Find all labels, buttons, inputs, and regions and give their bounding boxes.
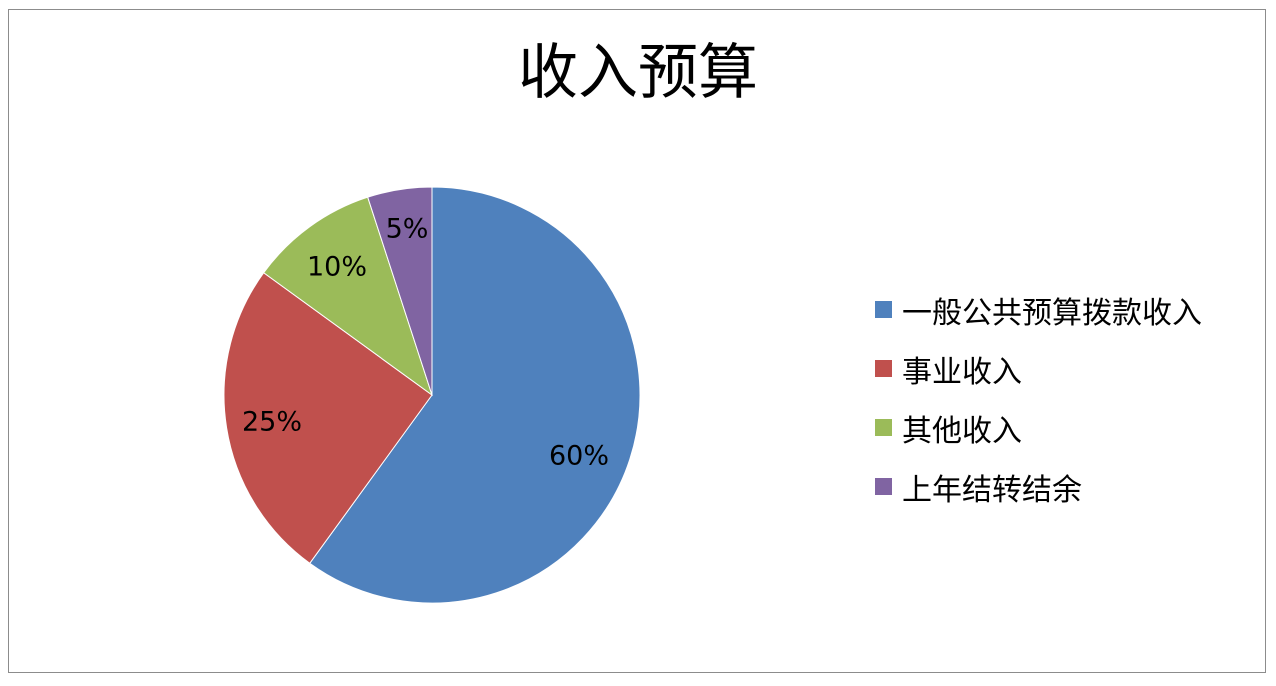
pie-slice [309, 186, 641, 604]
legend-item: 事业收入 [875, 339, 1255, 398]
pie-slice [367, 186, 433, 396]
legend-label: 一般公共预算拨款收入 [902, 295, 1202, 331]
legend-item: 一般公共预算拨款收入 [875, 280, 1255, 339]
data-label: 10% [307, 252, 367, 283]
legend-label: 上年结转结余 [902, 472, 1082, 508]
legend-swatch [875, 478, 892, 495]
legend-label: 其他收入 [902, 413, 1022, 449]
data-label: 5% [386, 214, 429, 245]
legend-swatch [875, 360, 892, 377]
legend-item: 其他收入 [875, 398, 1255, 457]
pie-slice [263, 196, 433, 397]
data-label: 60% [549, 441, 609, 472]
legend-item: 上年结转结余 [875, 457, 1255, 516]
legend-swatch [875, 419, 892, 436]
chart-title: 收入预算 [518, 38, 758, 108]
chart-legend: 一般公共预算拨款收入 事业收入其他收入上年结转结余 [875, 280, 1255, 516]
pie-slice [223, 272, 433, 564]
chart-frame [8, 9, 1266, 673]
legend-swatch [875, 301, 892, 318]
data-label: 25% [242, 407, 302, 438]
legend-label: 事业收入 [902, 354, 1022, 390]
